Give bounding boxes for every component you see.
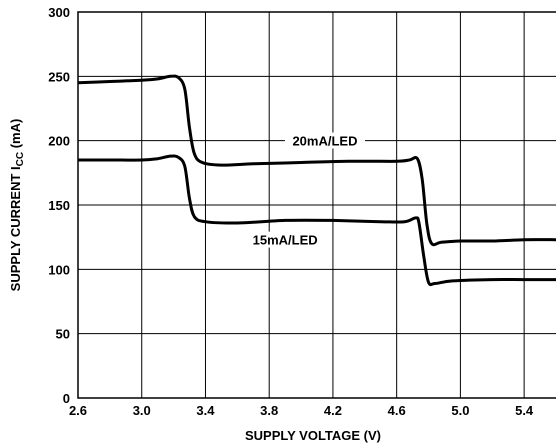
series-line-20ma <box>77 74 556 247</box>
y-axis-title-main: SUPPLY CURRENT I <box>8 166 23 291</box>
y-axis-title-subscript: CC <box>15 152 26 166</box>
y-tick-label: 150 <box>48 198 70 213</box>
annotation-label: 15mA/LED <box>253 233 318 248</box>
x-tick-label: 3.8 <box>260 403 278 418</box>
x-tick-label: 5.0 <box>451 403 469 418</box>
y-tick-label: 200 <box>48 134 70 149</box>
y-axis-title: SUPPLY CURRENT ICC (mA) <box>8 119 26 292</box>
x-tick-label: 3.0 <box>133 403 151 418</box>
series-line-15ma <box>77 154 556 287</box>
y-tick-label: 50 <box>56 327 70 342</box>
tick-labels: 2.6 3.0 3.4 3.8 4.2 4.6 5.0 5.4 0 50 100 150 200 250 3… <box>48 5 534 418</box>
x-tick-label: 4.2 <box>324 403 342 418</box>
x-tick-label: 2.6 <box>69 403 87 418</box>
plot-series <box>77 74 556 287</box>
y-tick-label: 250 <box>48 69 70 84</box>
grid-lines <box>78 12 556 398</box>
plot-frame <box>77 11 556 399</box>
annotation-background <box>245 231 326 248</box>
x-tick-label: 3.4 <box>196 403 215 418</box>
annotation-background <box>284 132 365 149</box>
y-tick-label: 300 <box>48 5 70 20</box>
y-tick-label: 100 <box>48 262 70 277</box>
x-tick-label: 4.6 <box>388 403 406 418</box>
x-tick-label: 5.4 <box>515 403 534 418</box>
y-axis-title-unit: (mA) <box>8 119 23 152</box>
annotation-label: 20mA/LED <box>292 134 357 149</box>
x-axis-title: SUPPLY VOLTAGE (V) <box>245 428 381 443</box>
series-annotations: 20mA/LED 15mA/LED <box>245 132 365 248</box>
y-tick-label: 0 <box>63 391 70 406</box>
